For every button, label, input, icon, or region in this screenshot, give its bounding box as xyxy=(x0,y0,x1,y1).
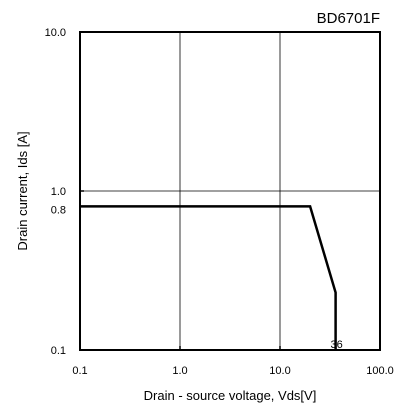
y-tick-labels: 0.1 1.0 10.0 0.8 xyxy=(45,27,84,357)
y-tick-label: 0.1 xyxy=(51,345,66,357)
y-axis-label: Drain current, Ids [A] xyxy=(15,131,30,250)
x-axis-label: Drain - source voltage, Vds[V] xyxy=(144,388,317,403)
x-tick-label: 1.0 xyxy=(172,365,187,377)
x-tick-labels: 0.1 1.0 10.0 100.0 xyxy=(72,346,394,377)
y-tick-label: 1.0 xyxy=(51,186,66,198)
x-tick-label: 10.0 xyxy=(269,365,290,377)
series-line xyxy=(80,205,337,350)
y-tick-label: 10.0 xyxy=(45,27,66,39)
x-tick-label: 0.1 xyxy=(72,365,87,377)
x-tick-label: 100.0 xyxy=(366,365,394,377)
grid-lines xyxy=(80,32,380,350)
chart-title: BD6701F xyxy=(317,10,380,27)
y-tick-label-extra: 0.8 xyxy=(51,204,66,216)
annotation-label: 36 xyxy=(331,339,343,351)
annotations: 36 xyxy=(331,339,343,351)
